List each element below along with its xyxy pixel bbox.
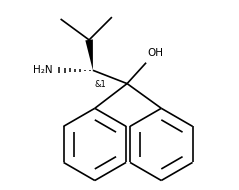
Text: &1: &1 [94,80,106,89]
Text: OH: OH [147,48,163,58]
Text: H₂N: H₂N [33,65,53,75]
Polygon shape [85,40,93,70]
